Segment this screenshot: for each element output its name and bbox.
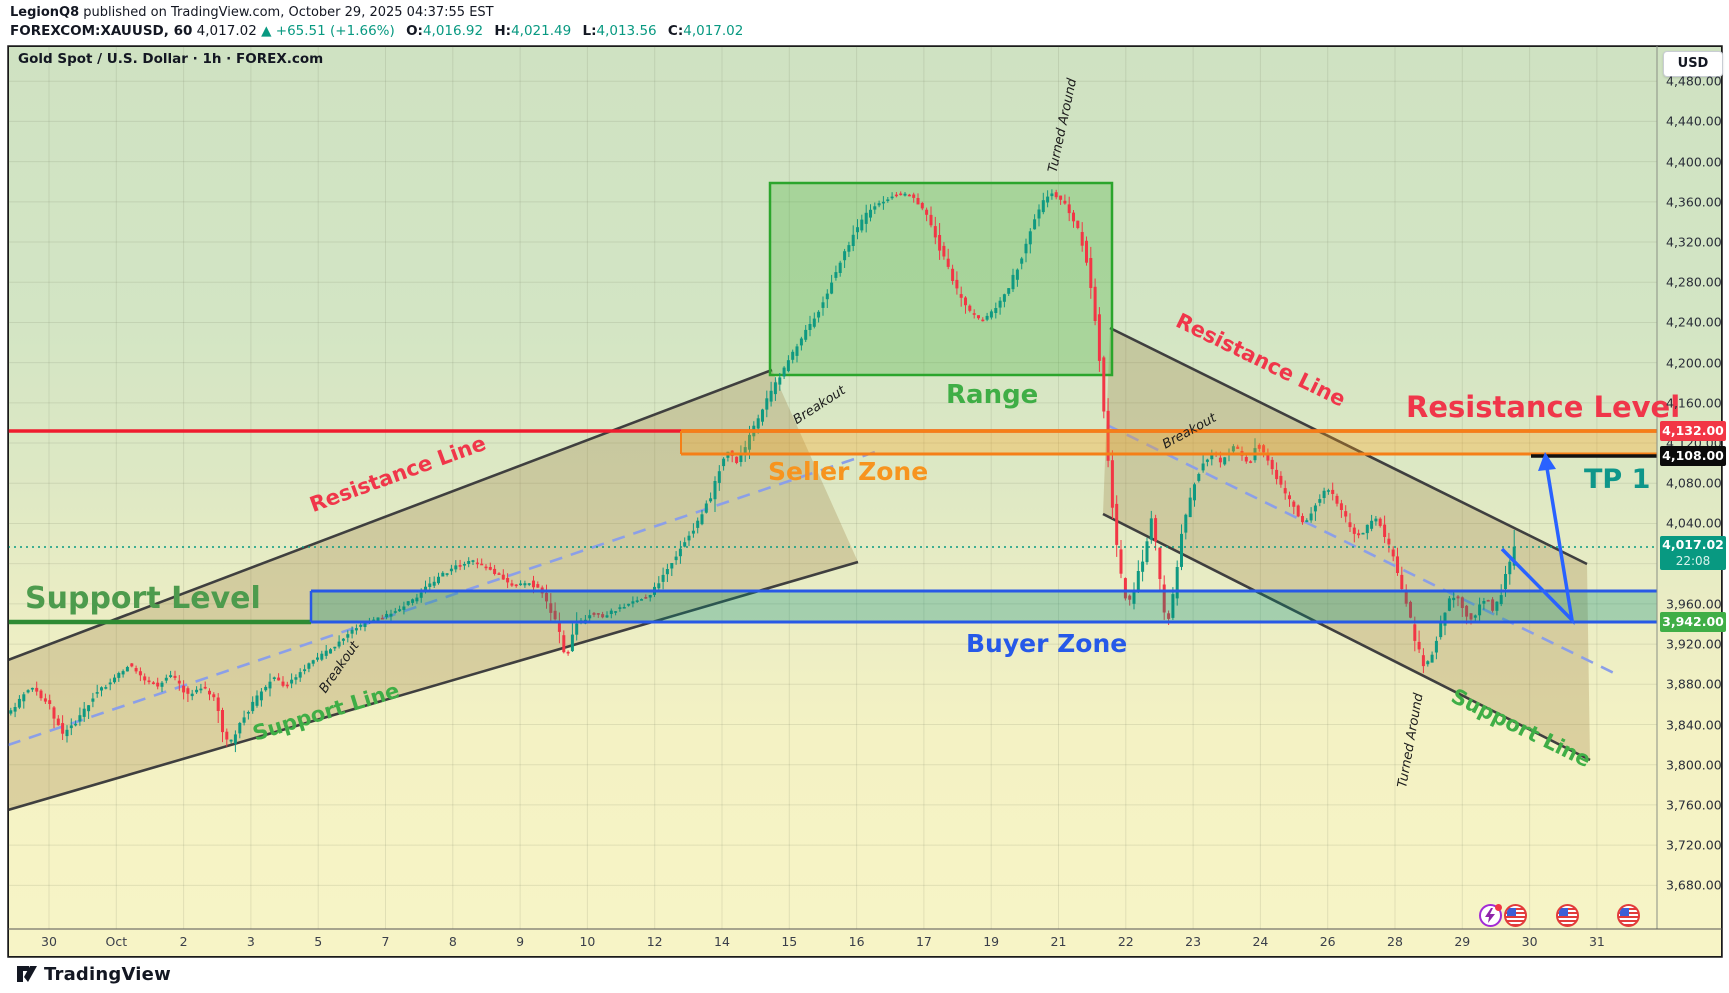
time-axis-label[interactable]: 22 <box>1117 934 1134 949</box>
time-axis-label[interactable]: 23 <box>1185 934 1202 949</box>
tradingview-logo-icon <box>17 966 37 982</box>
high-label: H: <box>494 23 512 39</box>
open-value: 4,016.92 <box>422 23 484 39</box>
time-axis-label[interactable]: 3 <box>246 934 255 949</box>
price-axis-label[interactable]: 4,400.00 <box>1666 154 1722 170</box>
time-axis-label[interactable]: 10 <box>579 934 596 949</box>
time-axis-label[interactable]: 21 <box>1050 934 1067 949</box>
time-axis-label[interactable]: 15 <box>781 934 798 949</box>
change-arrow-icon: ▲ <box>261 23 272 39</box>
price-axis-label[interactable]: 3,720.00 <box>1666 837 1722 853</box>
tp1-label: TP 1 <box>1584 464 1651 495</box>
chart-title: Gold Spot / U.S. Dollar · 1h · FOREX.com <box>18 51 324 67</box>
currency-button[interactable]: USD <box>1663 51 1723 77</box>
time-axis-label[interactable]: 28 <box>1387 934 1403 949</box>
time-axis-label[interactable]: 2 <box>179 934 188 949</box>
high-value: 4,021.49 <box>511 23 572 39</box>
price-axis-label[interactable]: 4,200.00 <box>1666 355 1722 371</box>
last-price: 4,017.02 <box>196 23 257 39</box>
us-flag-reaction-icon-1[interactable] <box>1504 904 1527 927</box>
support-level-label: Support Level <box>25 581 261 616</box>
price-axis-label[interactable]: 4,360.00 <box>1666 194 1722 210</box>
price-axis-label[interactable]: 4,480.00 <box>1666 73 1722 89</box>
byline-text: published on TradingView.com, October 29… <box>79 5 494 20</box>
time-axis-label[interactable]: 8 <box>448 934 457 949</box>
last-price-tag: 4,017.02 22:08 <box>1660 536 1726 570</box>
resistance-level-label: Resistance Level <box>1406 390 1681 424</box>
seller-zone-label: Seller Zone <box>768 457 929 486</box>
time-axis-label[interactable]: 9 <box>516 934 525 949</box>
price-axis-label[interactable]: 4,040.00 <box>1666 515 1722 531</box>
low-label: L: <box>582 23 597 39</box>
time-axis-label[interactable]: 30 <box>41 934 57 949</box>
tradingview-wordmark: TradingView <box>44 963 171 985</box>
time-axis-label[interactable]: 14 <box>714 934 730 949</box>
byline: LegionQ8 published on TradingView.com, O… <box>10 5 494 20</box>
flash-reaction-icon[interactable] <box>1479 904 1502 927</box>
symbol-label: FOREXCOM:XAUUSD, 60 <box>10 23 193 39</box>
price-axis-label[interactable]: 3,760.00 <box>1666 797 1722 813</box>
price-axis-label[interactable]: 3,800.00 <box>1666 757 1722 773</box>
range-label: Range <box>946 380 1039 410</box>
open-label: O: <box>406 23 423 39</box>
buyer-zone-label: Buyer Zone <box>966 629 1128 658</box>
us-flag-reaction-icon-3[interactable] <box>1617 904 1640 927</box>
close-label: C: <box>667 23 684 39</box>
price-axis-label[interactable]: 4,160.00 <box>1666 395 1722 411</box>
resistance-price-tag: 4,132.00 <box>1660 421 1726 441</box>
us-flag-reaction-icon-2[interactable] <box>1556 904 1579 927</box>
price-axis-label[interactable]: 4,080.00 <box>1666 475 1722 491</box>
price-axis-label[interactable]: 4,440.00 <box>1666 113 1722 129</box>
time-axis-label[interactable]: 29 <box>1454 934 1471 949</box>
price-axis-label[interactable]: 4,320.00 <box>1666 234 1722 250</box>
time-axis-label[interactable]: 12 <box>646 934 663 949</box>
quote-line: FOREXCOM:XAUUSD, 60 4,017.02 ▲ +65.51 (+… <box>10 23 743 39</box>
time-axis-label[interactable]: Oct <box>105 934 128 949</box>
time-axis-label[interactable]: 7 <box>381 934 390 949</box>
chart-background <box>8 46 1722 957</box>
time-axis-label[interactable]: 31 <box>1588 934 1605 949</box>
time-axis-label[interactable]: 26 <box>1319 934 1336 949</box>
time-axis-label[interactable]: 17 <box>915 934 932 949</box>
price-axis-label[interactable]: 3,840.00 <box>1666 717 1722 733</box>
change-value: +65.51 (+1.66%) <box>275 23 395 39</box>
tp-price-tag: 4,108.00 <box>1660 446 1726 466</box>
price-axis-label[interactable]: 4,240.00 <box>1666 314 1722 330</box>
price-axis-label[interactable]: 3,680.00 <box>1666 877 1722 893</box>
time-axis-label[interactable]: 24 <box>1252 934 1269 949</box>
price-axis-label[interactable]: 3,920.00 <box>1666 636 1722 652</box>
time-axis-label[interactable]: 5 <box>314 934 323 949</box>
price-axis-label[interactable]: 3,880.00 <box>1666 676 1722 692</box>
tradingview-logo[interactable]: TradingView <box>16 963 171 985</box>
bar-countdown: 22:08 <box>1675 554 1711 568</box>
price-axis-label[interactable]: 4,280.00 <box>1666 274 1722 290</box>
last-price-tag-value: 4,017.02 <box>1662 537 1724 552</box>
notification-dot <box>1495 904 1502 911</box>
support-price-tag: 3,942.00 <box>1660 612 1726 632</box>
author-name: LegionQ8 <box>10 5 80 20</box>
price-axis-label[interactable]: 3,960.00 <box>1666 596 1722 612</box>
time-axis-label[interactable]: 30 <box>1521 934 1538 949</box>
close-value: 4,017.02 <box>683 23 744 39</box>
time-axis-label[interactable]: 19 <box>983 934 1000 949</box>
low-value: 4,013.56 <box>596 23 657 39</box>
time-axis-label[interactable]: 16 <box>848 934 865 949</box>
